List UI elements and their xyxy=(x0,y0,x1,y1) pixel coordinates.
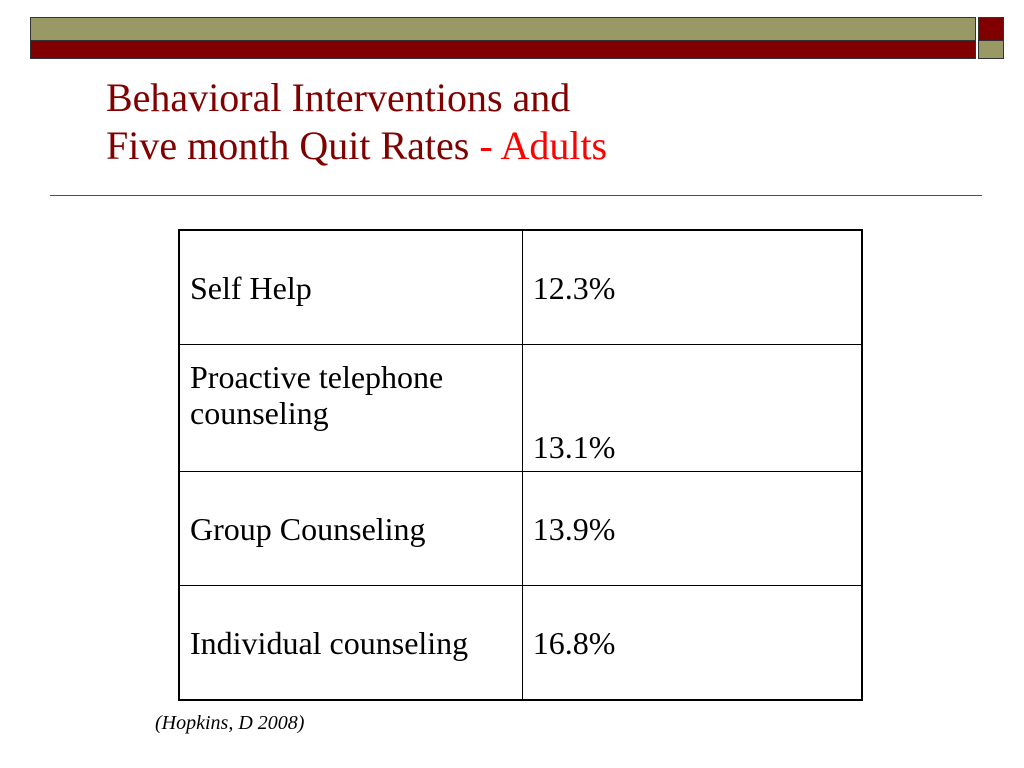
corner-square-olive xyxy=(978,41,1004,59)
title-line-1: Behavioral Interventions and xyxy=(106,75,571,120)
quit-rate-cell: 16.8% xyxy=(521,585,863,701)
citation: (Hopkins, D 2008) xyxy=(155,712,305,734)
title-divider xyxy=(50,195,982,196)
corner-square-maroon xyxy=(978,17,1004,41)
slide-title: Behavioral Interventions and Five month … xyxy=(106,74,966,170)
intervention-cell: Individual counseling xyxy=(178,585,523,701)
quit-rates-table: Self Help 12.3% Proactive telephone coun… xyxy=(178,229,863,701)
quit-rate-cell: 13.1% xyxy=(521,344,863,472)
intervention-cell: Proactive telephone counseling xyxy=(178,344,523,472)
quit-rate-cell: 13.9% xyxy=(521,471,863,586)
title-accent: - Adults xyxy=(479,123,608,168)
title-line-2: Five month Quit Rates xyxy=(106,123,470,168)
table-row: Self Help 12.3% xyxy=(178,229,863,345)
table-row: Proactive telephone counseling 13.1% xyxy=(178,344,863,472)
table-row: Group Counseling 13.9% xyxy=(178,471,863,586)
intervention-cell: Self Help xyxy=(178,229,523,345)
header-bar-maroon xyxy=(30,41,976,59)
table-row: Individual counseling 16.8% xyxy=(178,585,863,701)
header-bar-olive xyxy=(30,17,976,41)
quit-rate-cell: 12.3% xyxy=(521,229,863,345)
intervention-cell: Group Counseling xyxy=(178,471,523,586)
